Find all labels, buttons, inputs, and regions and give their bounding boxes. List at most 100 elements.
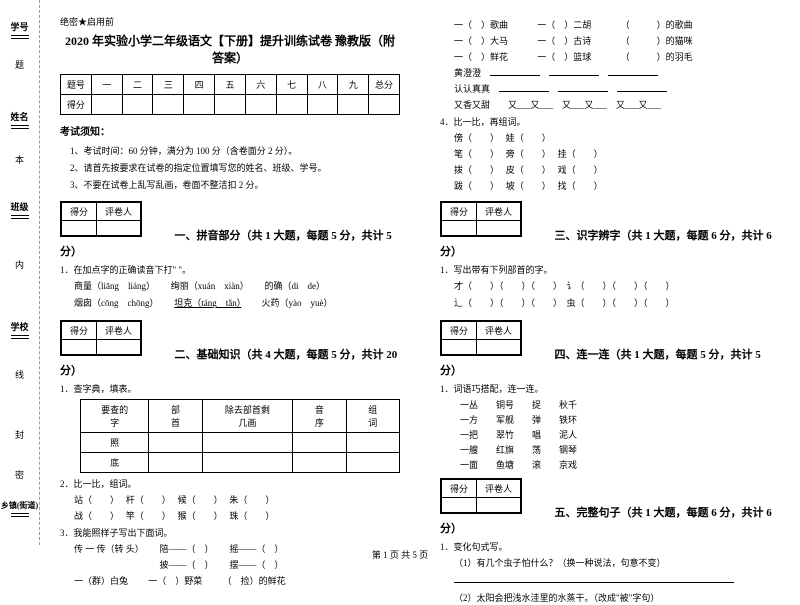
q2-4-title: 4．比一比，再组词。	[440, 115, 780, 128]
sh-6: 六	[245, 75, 276, 95]
q3-title: 1．写出带有下列部首的字。	[440, 263, 780, 276]
rt-l2-0: 一（ ）大马	[454, 36, 508, 46]
rt-l4: 黄澄澄	[454, 68, 481, 78]
sh-3: 三	[153, 75, 184, 95]
char-table: 要查的字 部首 除去部首剩几画 音序 组词 照 底	[80, 399, 400, 473]
ch-h0: 要查的字	[81, 399, 149, 432]
section1-box: 得分评卷人	[60, 201, 142, 237]
section4-box: 得分评卷人	[440, 320, 522, 356]
rt-l2-1: 一（ ）古诗	[537, 36, 591, 46]
p2-1: 竿（ ）	[126, 511, 167, 521]
match-table: 一丛铜号捉秋千 一方军舰弹铁环 一把翠竹唱泥人 一艘红旗荡钢琴 一面鱼塘滚京戏	[460, 397, 595, 472]
rt-l3-1: 一（ ）篮球	[537, 52, 591, 62]
binding-margin: 学号 题 姓名 本 班级 内 学校 线 封 密 乡镇(街道)	[0, 0, 40, 545]
sh-8: 八	[307, 75, 338, 95]
q24-r1-0: 傍（ ）	[454, 133, 495, 143]
margin-mark-3: 线	[13, 370, 26, 379]
section5-box: 得分评卷人	[440, 478, 522, 514]
q2-3-title: 3．我能照样子写出下面词。	[60, 526, 400, 539]
ch-h3: 音序	[293, 399, 346, 432]
p1-0: 站（ ）	[74, 495, 115, 505]
q1-2c: 火药（yào yuè）	[262, 298, 333, 308]
ch-r0: 照	[81, 432, 149, 452]
sh-5: 五	[215, 75, 246, 95]
p2-3: 珠（ ）	[229, 511, 274, 521]
margin-label-3: 学校	[0, 320, 39, 333]
margin-label-0: 学号	[0, 20, 39, 33]
exam-title: 2020 年实验小学二年级语文【下册】提升训练试卷 豫教版（附答案）	[60, 32, 400, 66]
ch-h1: 部首	[149, 399, 202, 432]
margin-mark-0: 题	[13, 60, 26, 69]
margin-mark-2: 内	[13, 260, 26, 269]
box-score: 得分	[62, 203, 97, 221]
q23-l3-1: 一（ ）野菜	[148, 576, 202, 586]
ch-r1: 底	[81, 452, 149, 472]
score-table: 题号 一 二 三 四 五 六 七 八 九 总分 得分	[60, 74, 400, 115]
q1-1c: 的确（dí de）	[265, 281, 326, 291]
q23-l3-0: 一（群）白兔	[74, 576, 128, 586]
score-row-label: 得分	[61, 95, 92, 115]
q4-title: 1．词语巧搭配，连一连。	[440, 382, 780, 395]
sh-2: 二	[122, 75, 153, 95]
q1-1b: 绚丽（xuán xiàn）	[171, 281, 245, 291]
notice-1: 1、考试时间：60 分钟，满分为 100 分（含卷面分 2 分）。	[70, 144, 400, 157]
rt-l6: 又香又甜 又___又___ 又___又___ 又___又___	[454, 98, 780, 111]
notice-2: 2、请首先按要求在试卷的指定位置填写您的姓名、班级、学号。	[70, 161, 400, 174]
q24-r4-0: 跋（ ）	[454, 181, 495, 191]
p2-0: 战（ ）	[74, 511, 115, 521]
sh-1: 一	[91, 75, 122, 95]
notice-title: 考试须知：	[60, 123, 400, 138]
p1-2: 候（ ）	[178, 495, 219, 505]
q24-r3-0: 拨（ ）	[454, 165, 495, 175]
q24-r3-1: 皮（ ）	[506, 165, 547, 175]
secret-label: 绝密★启用前	[60, 15, 400, 28]
right-column: 一（ ）歌曲 一（ ）二胡 （ ）的歌曲 一（ ）大马 一（ ）古诗 （ ）的猫…	[420, 0, 800, 545]
box-reviewer: 评卷人	[97, 203, 141, 221]
margin-mark-4: 封	[13, 430, 26, 439]
rt-l5: 认认真真	[454, 84, 490, 94]
q24-r2-0: 笔（ ）	[454, 149, 495, 159]
margin-mark-5: 密	[13, 470, 26, 479]
q24-r1-1: 娃（ ）	[506, 133, 551, 143]
rt-l1-2: （ ）的歌曲	[621, 20, 693, 30]
q24-r2-2: 挂（ ）	[558, 149, 603, 159]
p1-1: 杆（ ）	[126, 495, 167, 505]
section2-box: 得分评卷人	[60, 320, 142, 356]
margin-mark-1: 本	[13, 155, 26, 164]
rt-l3-0: 一（ ）鲜花	[454, 52, 508, 62]
sh-0: 题号	[61, 75, 92, 95]
sh-4: 四	[184, 75, 215, 95]
q5-l2: （2）太阳会把浅水洼里的水蒸干。（改成"被"字句）	[454, 591, 780, 605]
sh-10: 总分	[369, 75, 400, 95]
margin-label-2: 班级	[0, 200, 39, 213]
q24-r3-2: 戏（ ）	[558, 165, 603, 175]
sh-7: 七	[276, 75, 307, 95]
margin-label-4: 乡镇(街道)	[0, 500, 39, 511]
q1-1a: 商量（liāng liáng）	[74, 281, 151, 291]
q24-r4-2: 找（ ）	[558, 181, 603, 191]
sh-9: 九	[338, 75, 369, 95]
ch-h2: 除去部首剩几画	[202, 399, 292, 432]
q1-2b: 坦克（táng tǎn）	[174, 298, 241, 308]
rt-l1-0: 一（ ）歌曲	[454, 20, 508, 30]
q3-l1: 才（ ）（ ）（ ） 讠（ ）（ ）（ ）	[454, 279, 780, 293]
q1-2a: 烟囱（cōng chōng）	[74, 298, 154, 308]
notice-3: 3、不要在试卷上乱写乱画，卷面不整洁扣 2 分。	[70, 178, 400, 191]
margin-label-1: 姓名	[0, 110, 39, 123]
q2-2-title: 2．比一比，组词。	[60, 477, 400, 490]
rt-l2-2: （ ）的猫咪	[621, 36, 693, 46]
q3-l2: 辶（ ）（ ）（ ） 虫（ ）（ ）（ ）	[454, 296, 780, 310]
ch-h4: 组词	[346, 399, 399, 432]
q23-l3-2: （ 捡）的鲜花	[223, 576, 286, 586]
section3-box: 得分评卷人	[440, 201, 522, 237]
left-column: 绝密★启用前 2020 年实验小学二年级语文【下册】提升训练试卷 豫教版（附答案…	[40, 0, 420, 545]
q1-title: 1．在加点字的正确读音下打" "。	[60, 263, 400, 276]
q24-r4-1: 坡（ ）	[506, 181, 547, 191]
page-footer: 第 1 页 共 5 页	[0, 548, 800, 561]
rt-l1-1: 一（ ）二胡	[537, 20, 591, 30]
p1-3: 朱（ ）	[229, 495, 274, 505]
q2-1-title: 1．查字典，填表。	[60, 382, 400, 395]
q24-r2-1: 旁（ ）	[506, 149, 547, 159]
rt-l3-2: （ ）的羽毛	[621, 52, 693, 62]
p2-2: 猴（ ）	[178, 511, 219, 521]
